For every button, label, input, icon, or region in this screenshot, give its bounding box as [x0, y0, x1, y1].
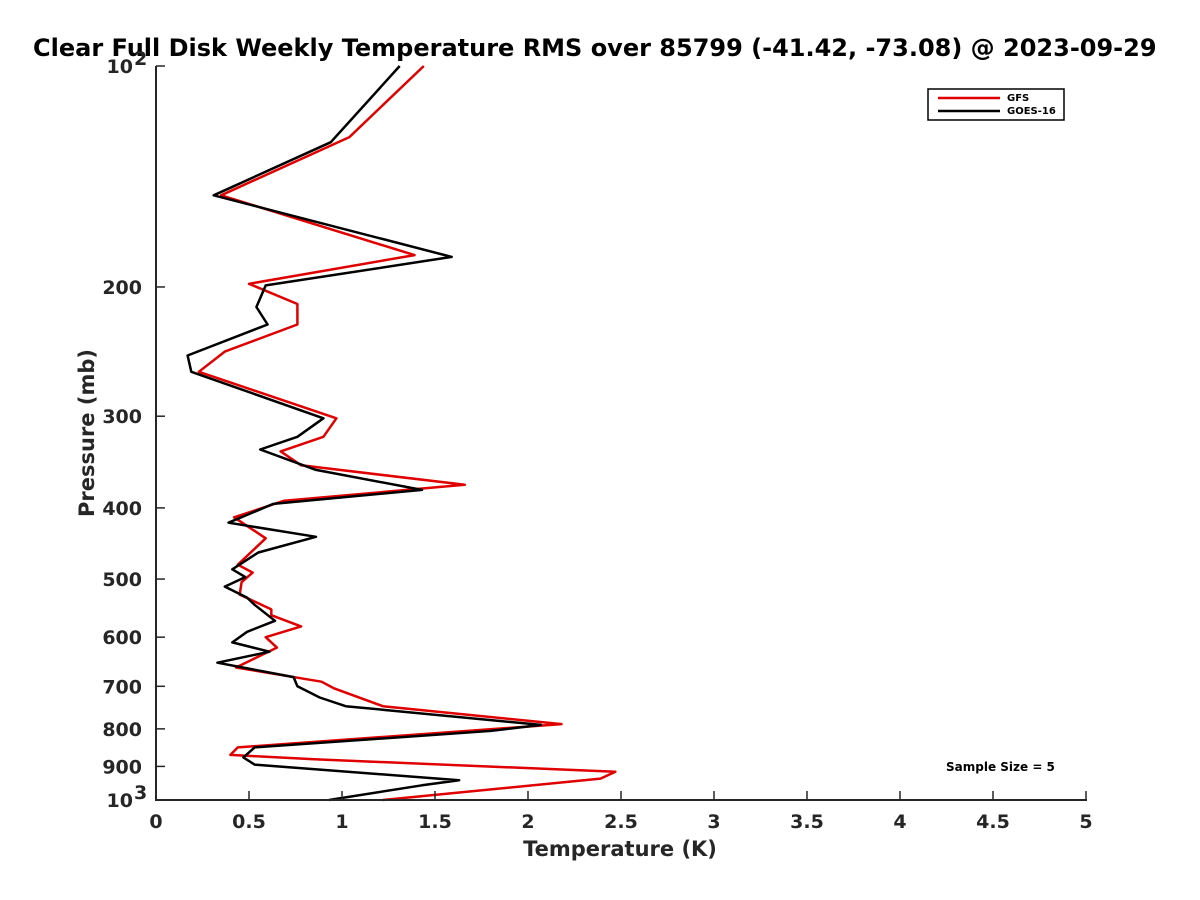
- y-axis-label: Pressure (mb): [75, 349, 99, 517]
- x-tick-label: 4.5: [976, 811, 1010, 833]
- y-tick-label: 400: [102, 498, 142, 520]
- y-tick-label: 700: [102, 676, 142, 698]
- y-tick-label: 500: [102, 569, 142, 591]
- x-tick-label: 1.5: [418, 811, 452, 833]
- plot-area: [186, 65, 617, 802]
- y-tick-label: 300: [102, 406, 142, 428]
- series-line-gfs: [197, 65, 617, 802]
- series-line-goes16: [186, 65, 543, 802]
- x-tick-label: 4: [893, 811, 906, 833]
- y-tick-label: 800: [102, 719, 142, 741]
- legend-label-goes16: GOES-16: [1007, 106, 1056, 117]
- x-tick-label: 2: [521, 811, 534, 833]
- x-tick-label: 3.5: [790, 811, 824, 833]
- y-tick-label: 10: [107, 790, 133, 812]
- x-tick-label: 0.5: [232, 811, 266, 833]
- legend: GFS GOES-16: [927, 88, 1065, 121]
- y-tick-label: 200: [102, 277, 142, 299]
- y-tick-label: 10: [107, 56, 133, 78]
- chart-title: Clear Full Disk Weekly Temperature RMS o…: [33, 34, 1157, 62]
- y-tick-label: 600: [102, 627, 142, 649]
- x-axis-ticks: 0 0.5 1 1.5 2 2.5 3 3.5 4 4.5 5: [149, 791, 1093, 833]
- x-axis-label: Temperature (K): [523, 837, 717, 861]
- x-tick-label: 5: [1079, 811, 1092, 833]
- y-tick-exponent: 2: [134, 48, 147, 70]
- x-tick-label: 1: [335, 811, 348, 833]
- y-tick-label: 900: [102, 756, 142, 778]
- y-tick-exponent: 3: [134, 782, 147, 804]
- x-tick-label: 2.5: [604, 811, 638, 833]
- sample-size-annotation: Sample Size = 5: [946, 760, 1055, 774]
- x-tick-label: 0: [149, 811, 162, 833]
- legend-box: [927, 88, 1065, 121]
- legend-label-gfs: GFS: [1007, 93, 1029, 104]
- x-tick-label: 3: [707, 811, 720, 833]
